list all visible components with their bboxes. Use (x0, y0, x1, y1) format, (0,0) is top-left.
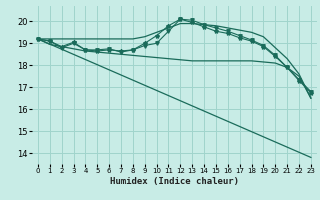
X-axis label: Humidex (Indice chaleur): Humidex (Indice chaleur) (110, 177, 239, 186)
